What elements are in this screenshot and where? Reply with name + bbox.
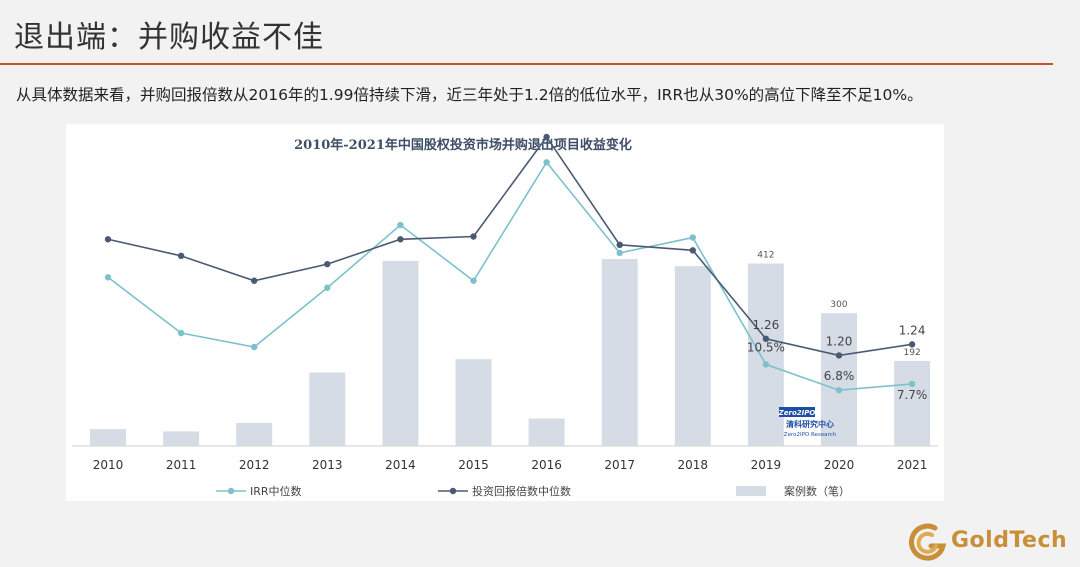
multiple-point-2016 [543, 133, 550, 141]
irr-point-2012 [251, 343, 258, 351]
x-tick-2013: 2013 [312, 458, 343, 472]
multiple-label-2021: 1.24 [899, 323, 926, 337]
chart-title: 2010年-2021年中国股权投资市场并购退出项目收益变化 [294, 137, 632, 153]
legend: IRR中位数 投资回报倍数中位数 案例数（笔） [216, 484, 850, 498]
multiple-point-2012 [251, 277, 258, 284]
x-tick-2016: 2016 [531, 458, 562, 472]
lines-layer [104, 133, 916, 394]
multiple-point-2014 [397, 236, 404, 243]
zero2ipo-watermark: Zero2IPO 清科研究中心 Zero2IPO Research [778, 407, 837, 438]
legend-bar-swatch [736, 486, 766, 496]
irr-point-2010 [104, 274, 112, 281]
bar-2020 [821, 313, 857, 446]
page-title: 退出端：并购收益不佳 [14, 20, 324, 55]
multiple-label-2019: 1.26 [753, 318, 780, 332]
goldtech-logo-text: GoldTech [951, 528, 1068, 553]
bar-2016 [528, 418, 565, 446]
irr-point-2011 [177, 329, 185, 337]
multiple-point-2018 [689, 247, 696, 254]
bar-2013 [309, 372, 346, 446]
x-tick-2010: 2010 [93, 458, 124, 472]
bar-2014 [382, 260, 419, 446]
labels-layer: 412 300 192 10.5% 6.8% 7.7% 1.26 1.20 1.24 [747, 250, 928, 401]
multiple-point-2020 [835, 352, 843, 359]
x-tick-2018: 2018 [678, 458, 709, 472]
bar-2017 [601, 259, 638, 446]
goldtech-mark-icon [908, 523, 947, 561]
x-tick-2012: 2012 [239, 458, 270, 472]
irr-point-2019 [762, 361, 770, 368]
bar-label-2021: 192 [904, 348, 921, 358]
irr-point-2018 [689, 234, 696, 241]
bar-label-2019: 412 [757, 250, 774, 260]
multiple-point-2017 [616, 241, 623, 248]
watermark-cn-name: 清科研究中心 [786, 419, 834, 429]
multiple-point-2015 [470, 233, 477, 240]
chart-panel: 2010年-2021年中国股权投资市场并购退出项目收益变化 Zero2IPO 清… [66, 124, 944, 501]
bar-label-2020: 300 [830, 300, 847, 310]
multiple-point-2010 [104, 236, 112, 243]
bar-2012 [236, 422, 273, 446]
x-tick-2020: 2020 [824, 458, 855, 472]
watermark-logo-box [779, 407, 815, 417]
bar-2011 [163, 431, 200, 446]
bar-2015 [455, 359, 492, 446]
multiple-point-2011 [177, 252, 185, 260]
multiple-point-2013 [324, 260, 331, 268]
bars-layer [90, 259, 931, 446]
legend-irr-swatch-dot [227, 487, 235, 495]
x-tick-labels: 2010 2011 2012 2013 2014 2015 2016 2017 2018 2019… [93, 458, 928, 472]
bar-2010 [90, 429, 126, 446]
x-tick-2017: 2017 [604, 458, 635, 472]
goldtech-logo: GoldTech [905, 520, 1075, 564]
summary-text: 从具体数据来看，并购回报倍数从2016年的1.99倍持续下滑，近三年处于1.2倍… [16, 86, 923, 104]
irr-label-2019: 10.5% [747, 340, 785, 354]
irr-point-2020 [835, 387, 843, 394]
irr-label-2020: 6.8% [824, 369, 855, 383]
x-tick-2014: 2014 [385, 458, 416, 472]
irr-point-2021 [908, 380, 916, 388]
bar-2021 [894, 360, 931, 446]
x-tick-2015: 2015 [458, 458, 489, 472]
multiple-point-2019 [762, 335, 770, 343]
title-divider [0, 63, 1053, 65]
x-tick-2021: 2021 [897, 458, 928, 472]
bar-2019 [747, 263, 784, 446]
watermark-en-name: Zero2IPO Research [784, 432, 837, 438]
irr-line [107, 160, 913, 392]
legend-multiple-swatch-dot [449, 487, 457, 495]
bar-2018 [674, 266, 711, 446]
multiple-line [107, 135, 913, 357]
irr-label-2021: 7.7% [897, 388, 928, 402]
irr-point-2017 [616, 249, 623, 257]
irr-point-2015 [470, 277, 477, 284]
irr-point-2016 [543, 159, 550, 166]
multiple-point-2021 [908, 341, 916, 348]
legend-bar-label: 案例数（笔） [784, 484, 850, 498]
legend-irr-label: IRR中位数 [250, 484, 302, 498]
irr-point-2013 [324, 284, 331, 291]
x-tick-2019: 2019 [751, 458, 782, 472]
legend-multiple-label: 投资回报倍数中位数 [472, 484, 571, 498]
irr-point-2014 [397, 221, 404, 229]
multiple-label-2020: 1.20 [826, 334, 853, 348]
watermark-brand: Zero2IPO [778, 409, 816, 417]
chart-svg: 2010年-2021年中国股权投资市场并购退出项目收益变化 Zero2IPO 清… [72, 133, 938, 498]
x-tick-2011: 2011 [166, 458, 197, 472]
